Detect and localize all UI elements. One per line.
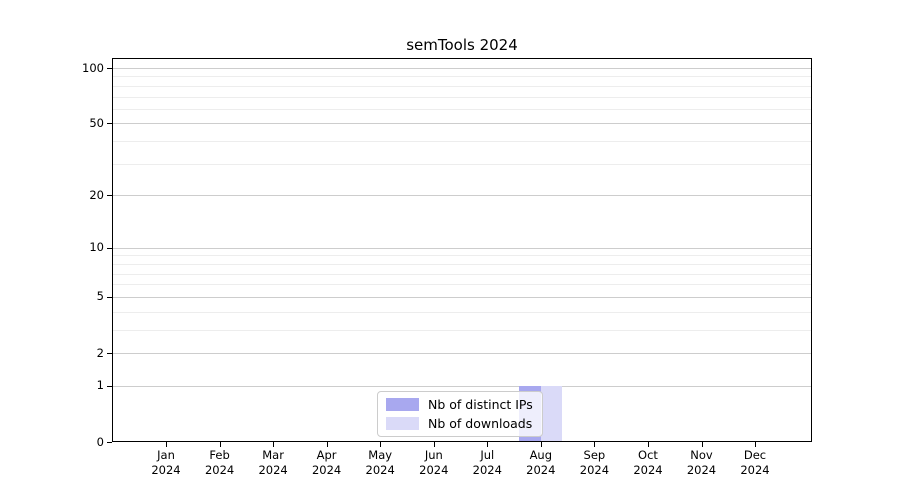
- major-gridline: [113, 195, 811, 197]
- minor-gridline: [113, 141, 811, 143]
- legend-item-distinct-ips: Nb of distinct IPs: [386, 396, 534, 413]
- x-tick-label: Jul 2024: [472, 448, 502, 477]
- legend-label-downloads: Nb of downloads: [428, 416, 533, 431]
- x-tick-mark: [219, 442, 221, 447]
- legend-item-downloads: Nb of downloads: [386, 415, 534, 432]
- y-tick-mark: [107, 195, 112, 197]
- major-gridline: [113, 123, 811, 125]
- minor-gridline: [113, 311, 811, 313]
- minor-gridline: [113, 108, 811, 110]
- x-tick-label: Jan 2024: [151, 448, 181, 477]
- downloads-swatch: [386, 417, 419, 430]
- y-tick-mark: [107, 442, 112, 443]
- y-tick-label: 20: [89, 187, 104, 202]
- x-tick-label: Sep 2024: [579, 448, 610, 477]
- x-tick-mark: [755, 442, 756, 447]
- x-tick-label: Apr 2024: [311, 448, 342, 477]
- minor-gridline: [113, 255, 811, 257]
- major-gridline: [113, 385, 811, 387]
- plot-area: [112, 58, 812, 442]
- minor-gridline: [113, 273, 811, 275]
- y-tick-mark: [107, 247, 112, 249]
- x-tick-label: Nov 2024: [686, 448, 717, 477]
- x-tick-label: Dec 2024: [740, 448, 770, 477]
- y-tick-mark: [107, 68, 112, 69]
- y-tick-label: 2: [96, 345, 104, 360]
- x-tick-mark: [273, 442, 275, 447]
- legend-label-distinct-ips: Nb of distinct IPs: [428, 397, 533, 412]
- y-tick-mark: [107, 385, 112, 387]
- y-tick-label: 1: [96, 378, 104, 393]
- distinct-ips-swatch: [386, 398, 419, 411]
- minor-gridline: [113, 76, 811, 78]
- x-tick-label: Aug 2024: [526, 448, 556, 477]
- x-tick-mark: [701, 442, 703, 447]
- y-tick-mark: [107, 123, 112, 125]
- chart-title: semTools 2024: [406, 36, 518, 54]
- x-tick-label: Jun 2024: [419, 448, 449, 477]
- x-tick-mark: [380, 442, 382, 447]
- minor-gridline: [113, 284, 811, 286]
- x-tick-mark: [433, 442, 435, 447]
- y-tick-label: 10: [89, 240, 104, 255]
- x-tick-label: Oct 2024: [633, 448, 663, 477]
- y-tick-mark: [107, 296, 112, 298]
- major-gridline: [113, 353, 811, 354]
- legend: Nb of distinct IPs Nb of downloads: [377, 391, 543, 437]
- minor-gridline: [113, 96, 811, 98]
- x-tick-mark: [648, 442, 649, 447]
- y-tick-label: 50: [89, 115, 104, 130]
- minor-gridline: [113, 263, 811, 265]
- x-tick-label: Mar 2024: [258, 448, 288, 477]
- x-tick-mark: [166, 442, 167, 447]
- major-gridline: [113, 68, 811, 69]
- x-tick-label: Feb 2024: [204, 448, 235, 477]
- y-tick-label: 100: [82, 60, 104, 75]
- x-tick-mark: [540, 442, 542, 447]
- y-tick-label: 0: [96, 434, 104, 449]
- x-tick-mark: [487, 442, 489, 447]
- minor-gridline: [113, 329, 811, 331]
- bar-downloads-aug: [540, 385, 563, 442]
- x-tick-label: May 2024: [365, 448, 395, 477]
- y-tick-label: 5: [96, 289, 104, 304]
- y-tick-mark: [107, 353, 112, 354]
- x-tick-mark: [594, 442, 596, 447]
- minor-gridline: [113, 163, 811, 165]
- major-gridline: [113, 247, 811, 249]
- minor-gridline: [113, 85, 811, 87]
- major-gridline: [113, 296, 811, 298]
- x-tick-mark: [326, 442, 328, 447]
